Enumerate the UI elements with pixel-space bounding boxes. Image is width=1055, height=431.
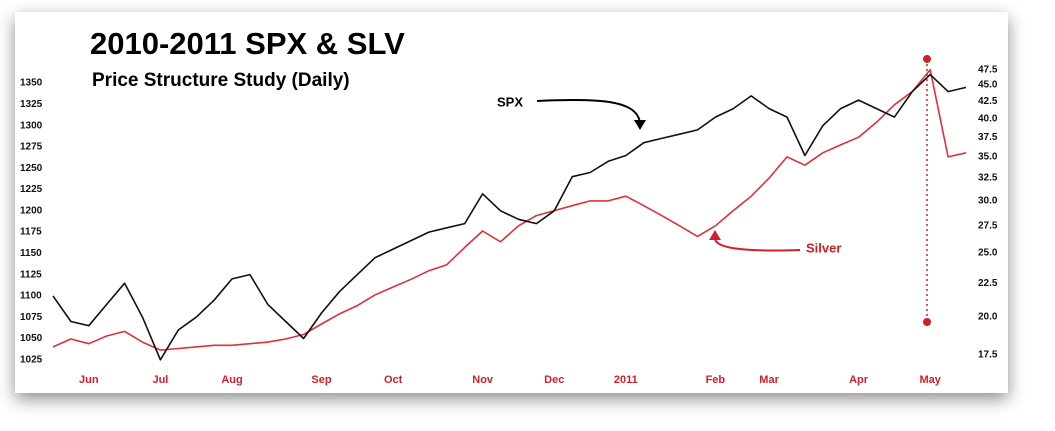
y2-tick-label: 32.5 xyxy=(978,173,998,184)
x-tick-label: Nov xyxy=(472,374,494,386)
silver-arrowhead xyxy=(709,230,721,240)
y2-tick-label: 17.5 xyxy=(978,350,998,361)
silver-arrow xyxy=(713,235,801,252)
y2-tick-label: 42.5 xyxy=(978,96,998,107)
x-tick-label: Sep xyxy=(311,374,331,386)
chart-panel xyxy=(15,12,1008,393)
y-tick-label: 1025 xyxy=(20,354,43,365)
spx-arrowhead xyxy=(634,120,646,130)
x-tick-label: Apr xyxy=(849,374,869,386)
x-tick-label: Jun xyxy=(79,374,99,386)
x-tick-label: Oct xyxy=(384,374,403,386)
spx-annotation: SPX xyxy=(497,94,523,109)
y2-tick-label: 25.0 xyxy=(978,248,998,259)
y-tick-label: 1125 xyxy=(20,269,42,280)
y2-tick-label: 35.0 xyxy=(978,152,998,163)
y-tick-label: 1100 xyxy=(20,291,42,302)
y-tick-label: 1225 xyxy=(20,184,43,195)
x-tick-label: Dec xyxy=(544,374,564,386)
y-tick-label: 1300 xyxy=(20,120,43,131)
y-tick-label: 1050 xyxy=(20,333,43,344)
y-tick-label: 1200 xyxy=(20,205,43,216)
x-tick-label: Jul xyxy=(152,374,168,386)
y2-tick-label: 20.0 xyxy=(978,311,998,322)
y2-tick-label: 22.5 xyxy=(978,278,998,289)
x-tick-label: Aug xyxy=(221,374,242,386)
y2-tick-label: 27.5 xyxy=(978,220,998,231)
y-tick-label: 1275 xyxy=(20,142,43,153)
silver-annotation: Silver xyxy=(806,240,841,255)
y2-tick-label: 47.5 xyxy=(978,64,998,75)
y-tick-label: 1350 xyxy=(20,78,43,89)
y2-tick-label: 37.5 xyxy=(978,132,998,143)
x-tick-label: Mar xyxy=(759,374,779,386)
y-tick-label: 1325 xyxy=(20,99,43,110)
chart-subtitle: Price Structure Study (Daily) xyxy=(92,70,350,91)
marker-dot xyxy=(923,55,931,63)
marker-dot xyxy=(923,318,931,326)
y2-tick-label: 40.0 xyxy=(978,113,998,124)
spx-arrow xyxy=(536,98,641,126)
y2-tick-label: 45.0 xyxy=(978,80,998,91)
y-tick-label: 1175 xyxy=(20,227,42,238)
chart-title: 2010-2011 SPX & SLV xyxy=(90,26,405,61)
y2-tick-label: 30.0 xyxy=(978,196,998,207)
x-tick-label: May xyxy=(919,374,941,386)
series-line xyxy=(52,73,967,361)
y-tick-label: 1150 xyxy=(20,248,42,259)
y-tick-label: 1075 xyxy=(20,312,43,323)
series-line xyxy=(52,68,967,351)
x-tick-label: 2011 xyxy=(614,374,638,386)
x-tick-label: Feb xyxy=(706,374,726,386)
y-tick-label: 1250 xyxy=(20,163,43,174)
